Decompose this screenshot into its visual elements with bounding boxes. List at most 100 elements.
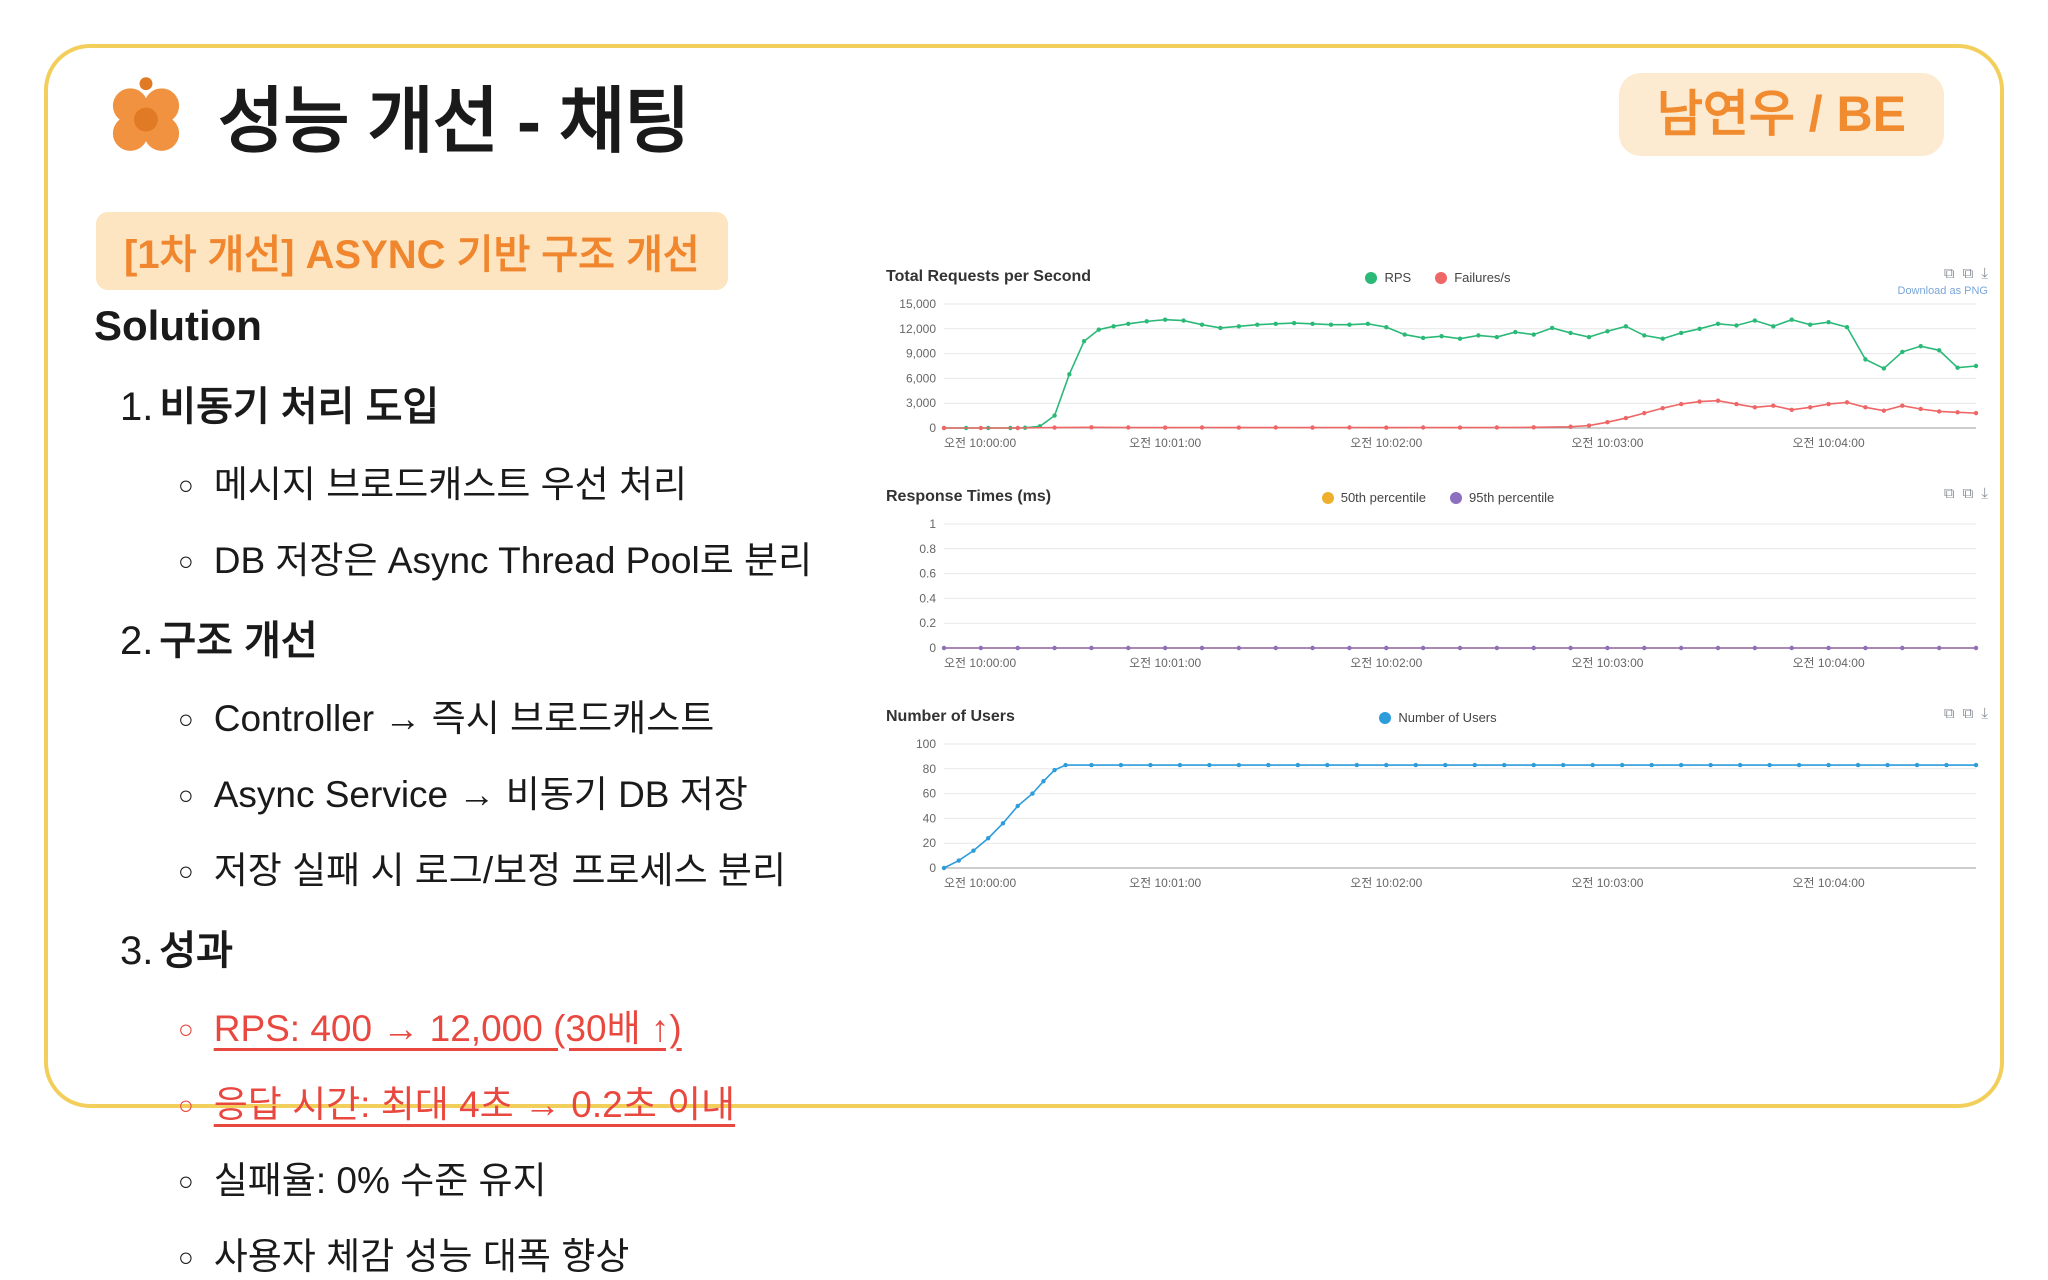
svg-text:오전 10:02:00: 오전 10:02:00 bbox=[1350, 436, 1422, 450]
bullet-icon: ○ bbox=[178, 470, 194, 500]
item-label: 성과 bbox=[159, 929, 233, 973]
svg-text:0.8: 0.8 bbox=[919, 542, 936, 556]
legend-item[interactable]: 95th percentile bbox=[1450, 490, 1554, 505]
svg-text:40: 40 bbox=[923, 811, 937, 825]
sub-item-text: 응답 시간: 최대 4초 → 0.2초 이내 bbox=[213, 1084, 736, 1125]
svg-text:오전 10:03:00: 오전 10:03:00 bbox=[1571, 436, 1643, 450]
svg-text:오전 10:02:00: 오전 10:02:00 bbox=[1350, 656, 1422, 670]
svg-text:0: 0 bbox=[929, 421, 936, 435]
clone-icon[interactable]: ⧉ bbox=[1962, 705, 1974, 722]
svg-text:오전 10:00:00: 오전 10:00:00 bbox=[944, 436, 1016, 450]
bullet-icon: ○ bbox=[178, 1242, 194, 1272]
highlight-result-item: ○ 응답 시간: 최대 4초 → 0.2초 이내 bbox=[178, 1074, 874, 1128]
solution-list: 1. 비동기 처리 도입 ○ 메시지 브로드캐스트 우선 처리 ○ DB 저장은 As… bbox=[94, 374, 874, 1280]
legend-dot-icon bbox=[1379, 711, 1392, 724]
svg-text:0: 0 bbox=[929, 641, 936, 655]
svg-text:오전 10:00:00: 오전 10:00:00 bbox=[944, 656, 1016, 670]
sub-item-text: Async Service → 비동기 DB 저장 bbox=[213, 774, 748, 815]
chart-legend: RPS Failures/s bbox=[886, 270, 1990, 287]
download-icon[interactable]: ⤓ bbox=[1981, 485, 1988, 502]
legend-item[interactable]: Failures/s bbox=[1435, 270, 1511, 285]
copy-icon[interactable]: ⧉ bbox=[1943, 485, 1955, 502]
bullet-icon: ○ bbox=[178, 704, 194, 734]
chart-legend: 50th percentile 95th percentile bbox=[886, 490, 1990, 507]
flower-logo-icon bbox=[100, 69, 192, 161]
item-number: 1. bbox=[120, 385, 154, 429]
sub-list: ○ 메시지 브로드캐스트 우선 처리 ○ DB 저장은 Async Thread P… bbox=[120, 454, 874, 584]
download-icon[interactable]: ⤓ bbox=[1981, 705, 1988, 722]
item-number: 2. bbox=[120, 619, 154, 663]
bullet-icon: ○ bbox=[178, 546, 194, 576]
sub-item-text: 메시지 브로드캐스트 우선 처리 bbox=[213, 464, 688, 505]
chart-legend: Number of Users bbox=[886, 710, 1990, 727]
svg-text:오전 10:01:00: 오전 10:01:00 bbox=[1129, 436, 1201, 450]
download-icon[interactable]: ⤓ bbox=[1981, 265, 1988, 282]
svg-text:오전 10:00:00: 오전 10:00:00 bbox=[944, 876, 1016, 890]
download-as-png-link[interactable]: Download as PNG bbox=[1897, 285, 1989, 297]
svg-text:오전 10:03:00: 오전 10:03:00 bbox=[1571, 876, 1643, 890]
sub-item-text: DB 저장은 Async Thread Pool로 분리 bbox=[213, 540, 813, 581]
svg-text:15,000: 15,000 bbox=[899, 297, 936, 311]
sub-item-text: RPS: 400 → 12,000 (30배 ↑) bbox=[213, 1008, 682, 1049]
svg-text:오전 10:02:00: 오전 10:02:00 bbox=[1350, 876, 1422, 890]
chart-title: Total Requests per Second bbox=[886, 268, 1092, 285]
chart-response-times: Response Times (ms) 50th percentile 95th … bbox=[886, 486, 1990, 674]
svg-text:3,000: 3,000 bbox=[906, 396, 936, 410]
bullet-icon: ○ bbox=[178, 1090, 194, 1120]
copy-icon[interactable]: ⧉ bbox=[1943, 705, 1955, 722]
chart-title: Number of Users bbox=[886, 708, 1015, 725]
legend-label: Failures/s bbox=[1454, 270, 1511, 285]
list-item: ○ 사용자 체감 성능 대폭 향상 bbox=[178, 1226, 874, 1280]
svg-text:0.6: 0.6 bbox=[919, 567, 936, 581]
list-item: ○ 저장 실패 시 로그/보정 프로세스 분리 bbox=[178, 840, 874, 894]
solution-heading: Solution bbox=[94, 302, 262, 349]
svg-text:오전 10:01:00: 오전 10:01:00 bbox=[1129, 876, 1201, 890]
legend-item[interactable]: Number of Users bbox=[1379, 710, 1497, 725]
svg-text:오전 10:04:00: 오전 10:04:00 bbox=[1793, 656, 1865, 670]
sub-item-text: 사용자 체감 성능 대폭 향상 bbox=[213, 1236, 630, 1277]
chart-svg: 0 3,000 6,000 9,000 12,000 15,000 오전 10:00:00 오… bbox=[899, 297, 1979, 450]
chart-total-requests-per-second: Total Requests per Second RPS Failures/s … bbox=[886, 266, 1990, 454]
svg-text:0.2: 0.2 bbox=[919, 616, 936, 630]
legend-item[interactable]: RPS bbox=[1365, 270, 1411, 285]
legend-dot-icon bbox=[1450, 491, 1462, 504]
svg-text:오전 10:03:00: 오전 10:03:00 bbox=[1571, 656, 1643, 670]
copy-icon[interactable]: ⧉ bbox=[1943, 265, 1955, 282]
chart-header: Total Requests per Second RPS Failures/s … bbox=[886, 265, 1990, 297]
chart-plot: 0 20 40 60 80 100 오전 10:00:00 오전 10:01:00 오전 10:… bbox=[886, 736, 1990, 894]
solution-panel: Solution 1. 비동기 처리 도입 ○ 메시지 브로드캐스트 우선 처리 ○… bbox=[94, 302, 874, 1280]
clone-icon[interactable]: ⧉ bbox=[1962, 265, 1974, 282]
svg-text:오전 10:01:00: 오전 10:01:00 bbox=[1129, 656, 1201, 670]
chart-header: Response Times (ms) 50th percentile 95th … bbox=[886, 486, 1990, 516]
bullet-icon: ○ bbox=[178, 856, 194, 886]
sub-item-text: 저장 실패 시 로그/보정 프로세스 분리 bbox=[213, 850, 786, 891]
svg-text:12,000: 12,000 bbox=[899, 322, 936, 336]
chart-toolbar: ⧉ ⧉ ⤓ bbox=[1936, 486, 1988, 501]
legend-label: 95th percentile bbox=[1469, 490, 1555, 505]
section-badge: [1차 개선] ASYNC 기반 구조 개선 bbox=[96, 212, 728, 290]
svg-text:0: 0 bbox=[929, 861, 936, 875]
svg-text:6,000: 6,000 bbox=[906, 371, 936, 385]
svg-text:9,000: 9,000 bbox=[906, 347, 936, 361]
list-item: ○ 메시지 브로드캐스트 우선 처리 bbox=[178, 454, 874, 508]
legend-item[interactable]: 50th percentile bbox=[1321, 490, 1426, 505]
item-number: 3. bbox=[120, 929, 154, 973]
bullet-icon: ○ bbox=[178, 780, 194, 810]
chart-svg: 0 20 40 60 80 100 오전 10:00:00 오전 10:01:00 오전 10:… bbox=[916, 737, 1979, 890]
clone-icon[interactable]: ⧉ bbox=[1962, 485, 1974, 502]
list-item: ○ DB 저장은 Async Thread Pool로 분리 bbox=[178, 530, 874, 584]
list-item: 1. 비동기 처리 도입 ○ 메시지 브로드캐스트 우선 처리 ○ DB 저장은 As… bbox=[120, 374, 874, 584]
sub-list: ○ RPS: 400 → 12,000 (30배 ↑) ○ 응답 시간: 최대 4초… bbox=[120, 998, 874, 1280]
chart-toolbar: ⧉ ⧉ ⤓ bbox=[1936, 706, 1988, 721]
sub-list: ○ Controller → 즉시 브로드캐스트 ○ Async Service →… bbox=[120, 688, 874, 894]
svg-text:80: 80 bbox=[923, 762, 937, 776]
list-item: ○ Async Service → 비동기 DB 저장 bbox=[178, 764, 874, 818]
item-label: 구조 개선 bbox=[159, 619, 318, 663]
legend-label: RPS bbox=[1384, 270, 1412, 285]
charts-panel: Total Requests per Second RPS Failures/s … bbox=[886, 266, 1990, 926]
highlight-result-item: ○ RPS: 400 → 12,000 (30배 ↑) bbox=[178, 998, 874, 1052]
bullet-icon: ○ bbox=[178, 1166, 194, 1196]
legend-label: 50th percentile bbox=[1340, 490, 1426, 505]
chart-title: Response Times (ms) bbox=[886, 488, 1052, 505]
sub-item-text: Controller → 즉시 브로드캐스트 bbox=[213, 698, 715, 739]
